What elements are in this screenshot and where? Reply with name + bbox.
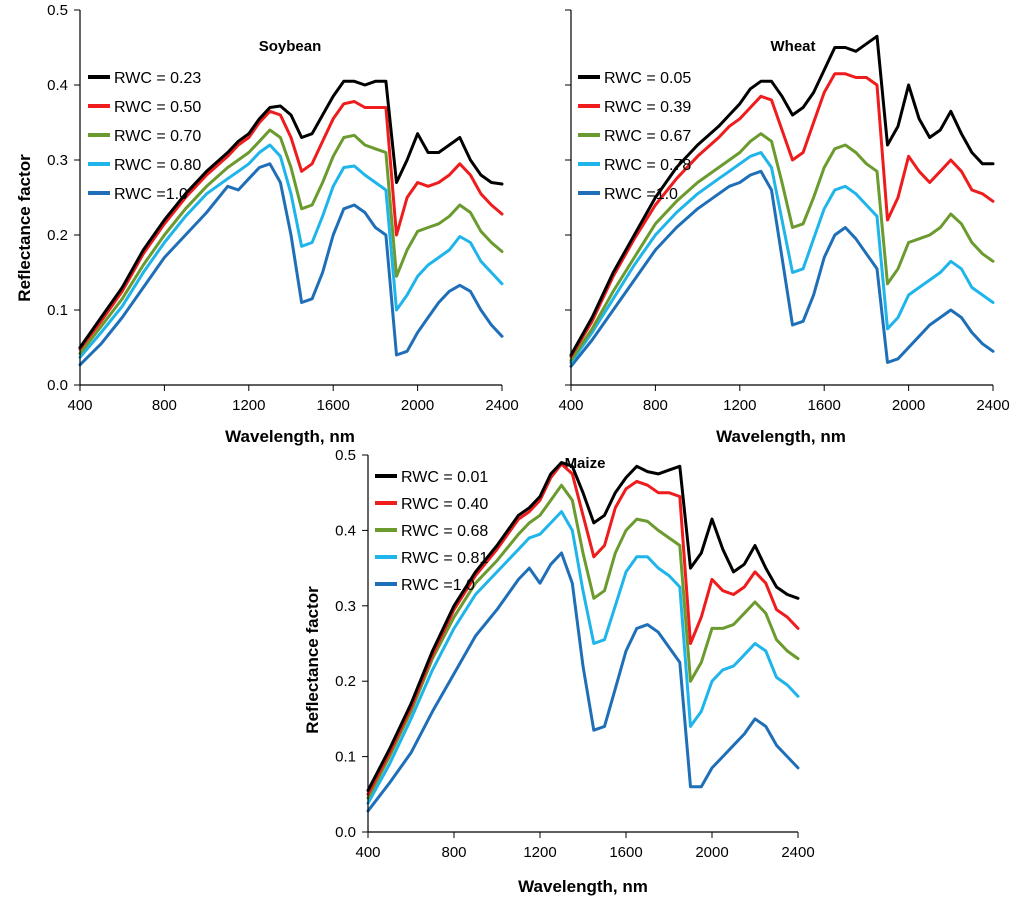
maize-y-tick-label: 0.5 [335,447,356,464]
maize-y-tick-label: 0.1 [335,749,356,766]
wheat-legend-label-5: RWC =1.0 [604,186,678,203]
maize-x-tick-label: 400 [355,844,380,861]
wheat-title: Wheat [771,38,816,55]
soybean-series [78,79,504,367]
soybean-series-line-5 [78,162,504,367]
wheat-x-tick-label: 1200 [723,397,756,414]
soybean-y-axis-title: Reflectance factor [15,154,34,302]
wheat-axes: 400 800 1200 1600 2000 2400 [558,9,1010,414]
soybean-x-tick-label: 800 [152,397,177,414]
maize-series-line-4 [366,510,800,805]
wheat-x-tick-label: 2000 [892,397,925,414]
maize-x-tick-label: 1200 [523,844,556,861]
wheat-x-tick-label: 800 [643,397,668,414]
maize-legend: RWC = 0.01 RWC = 0.40 RWC = 0.68 RWC = 0.81… [375,469,488,594]
maize-x-tick-label: 800 [441,844,466,861]
soybean-legend-label-5: RWC =1.0 [114,186,188,203]
soybean-y-tick-label: 0.3 [47,152,68,169]
soybean-x-tick-label: 400 [67,397,92,414]
soybean-x-tick-label: 1600 [317,397,350,414]
maize-legend-label-2: RWC = 0.40 [401,496,488,513]
maize-legend-label-5: RWC =1.0 [401,577,475,594]
soybean-legend: RWC = 0.23 RWC = 0.50 RWC = 0.70 RWC = 0.80… [88,70,201,203]
soybean-series-line-1 [78,79,504,349]
wheat-x-tick-label: 2400 [976,397,1009,414]
maize-series-line-5 [366,551,800,813]
soybean-series-line-2 [78,100,504,351]
maize-series-line-3 [366,483,800,800]
maize-x-tick-label: 2000 [695,844,728,861]
maize-axes: 400 800 1200 1600 2000 2400 0.0 0.1 0.2 0.3 0.4 0.5 [335,447,815,861]
wheat-panel: Wheat 400 800 1200 1600 2000 2400 RWC = 0.05R… [558,9,1010,446]
soybean-y-tick-label: 0.1 [47,302,68,319]
wheat-legend-label-2: RWC = 0.39 [604,99,691,116]
soybean-legend-label-3: RWC = 0.70 [114,128,201,145]
soybean-y-tick-label: 0.0 [47,377,68,394]
maize-legend-label-4: RWC = 0.81 [401,550,488,567]
maize-y-tick-label: 0.0 [335,824,356,841]
maize-panel: Maize 400 800 1200 1600 2000 2400 0.0 0.1 0.2 0.3… [303,447,815,896]
soybean-y-tick-label: 0.5 [47,2,68,19]
wheat-plot-area [571,10,993,385]
maize-title: Maize [565,455,606,472]
maize-series [366,461,800,813]
maize-y-axis-title: Reflectance factor [303,586,322,734]
soybean-x-tick-label: 1200 [232,397,265,414]
wheat-legend-label-4: RWC = 0.78 [604,157,691,174]
maize-legend-label-3: RWC = 0.68 [401,523,488,540]
maize-x-tick-label: 2400 [781,844,814,861]
wheat-series-line-2 [569,72,995,358]
soybean-series-line-4 [78,143,504,359]
soybean-title: Soybean [259,38,322,55]
soybean-x-axis-title: Wavelength, nm [225,427,355,446]
soybean-series-line-3 [78,128,504,355]
maize-x-axis-title: Wavelength, nm [518,877,648,896]
soybean-axes: 400 800 1200 1600 2000 2400 0.0 0.1 0.2 0.3 0.4 0.5 [47,2,519,414]
soybean-x-tick-label: 2400 [485,397,518,414]
maize-legend-label-1: RWC = 0.01 [401,469,488,486]
wheat-series [569,34,995,368]
wheat-x-axis-title: Wavelength, nm [716,427,846,446]
maize-x-tick-label: 1600 [609,844,642,861]
soybean-legend-label-4: RWC = 0.80 [114,157,201,174]
soybean-legend-label-1: RWC = 0.23 [114,70,201,87]
soybean-y-tick-label: 0.2 [47,227,68,244]
wheat-x-tick-label: 1600 [808,397,841,414]
soybean-x-tick-label: 2000 [401,397,434,414]
wheat-series-line-1 [569,34,995,357]
maize-series-line-1 [366,461,800,792]
wheat-series-line-4 [569,151,995,364]
wheat-series-line-3 [569,132,995,362]
soybean-y-tick-label: 0.4 [47,77,68,94]
wheat-legend-label-1: RWC = 0.05 [604,70,691,87]
wheat-x-tick-label: 400 [558,397,583,414]
wheat-legend: RWC = 0.05 RWC = 0.39 RWC = 0.67 RWC = 0.78… [578,70,691,203]
wheat-legend-label-3: RWC = 0.67 [604,128,691,145]
maize-y-tick-label: 0.3 [335,598,356,615]
maize-y-tick-label: 0.4 [335,522,356,539]
maize-series-line-2 [366,462,800,796]
maize-y-tick-label: 0.2 [335,673,356,690]
soybean-legend-label-2: RWC = 0.50 [114,99,201,116]
wheat-series-line-5 [569,169,995,368]
soybean-panel: Soybean 400 800 1200 1600 2000 2400 0.0 0.1 0.2 0… [15,2,519,446]
